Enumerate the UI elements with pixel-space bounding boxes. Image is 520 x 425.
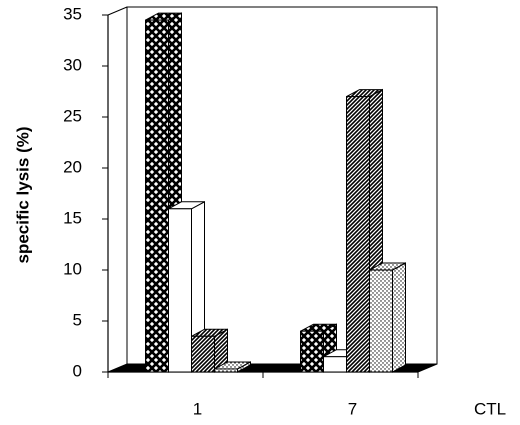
x-tick-label: 1 xyxy=(193,399,202,418)
y-axis-title: specific lysis (%) xyxy=(13,126,32,263)
y-tick-label: 25 xyxy=(63,106,82,125)
bar-front xyxy=(300,330,324,373)
bar xyxy=(191,328,228,373)
bar xyxy=(168,200,205,373)
bar-front xyxy=(191,335,215,373)
bar-front xyxy=(346,96,370,373)
bar-front xyxy=(145,19,169,373)
y-tick-label: 35 xyxy=(63,4,82,23)
y-tick-label: 20 xyxy=(63,157,82,176)
y-tick-label: 30 xyxy=(63,55,82,74)
y-tick-label: 15 xyxy=(63,208,82,227)
bar xyxy=(369,262,406,373)
y-tick-label: 10 xyxy=(63,259,82,278)
bar-front xyxy=(214,368,238,373)
bar-front xyxy=(168,208,192,373)
bar-front xyxy=(323,356,347,373)
bar-side xyxy=(392,262,406,373)
wall-edge xyxy=(107,6,128,16)
y-tick-label: 5 xyxy=(73,310,82,329)
y-tick-label: 0 xyxy=(73,361,82,380)
x-axis-title: CTL xyxy=(474,399,506,418)
x-tick-label: 7 xyxy=(348,399,357,418)
bar-front xyxy=(369,269,393,373)
bar xyxy=(214,361,251,373)
